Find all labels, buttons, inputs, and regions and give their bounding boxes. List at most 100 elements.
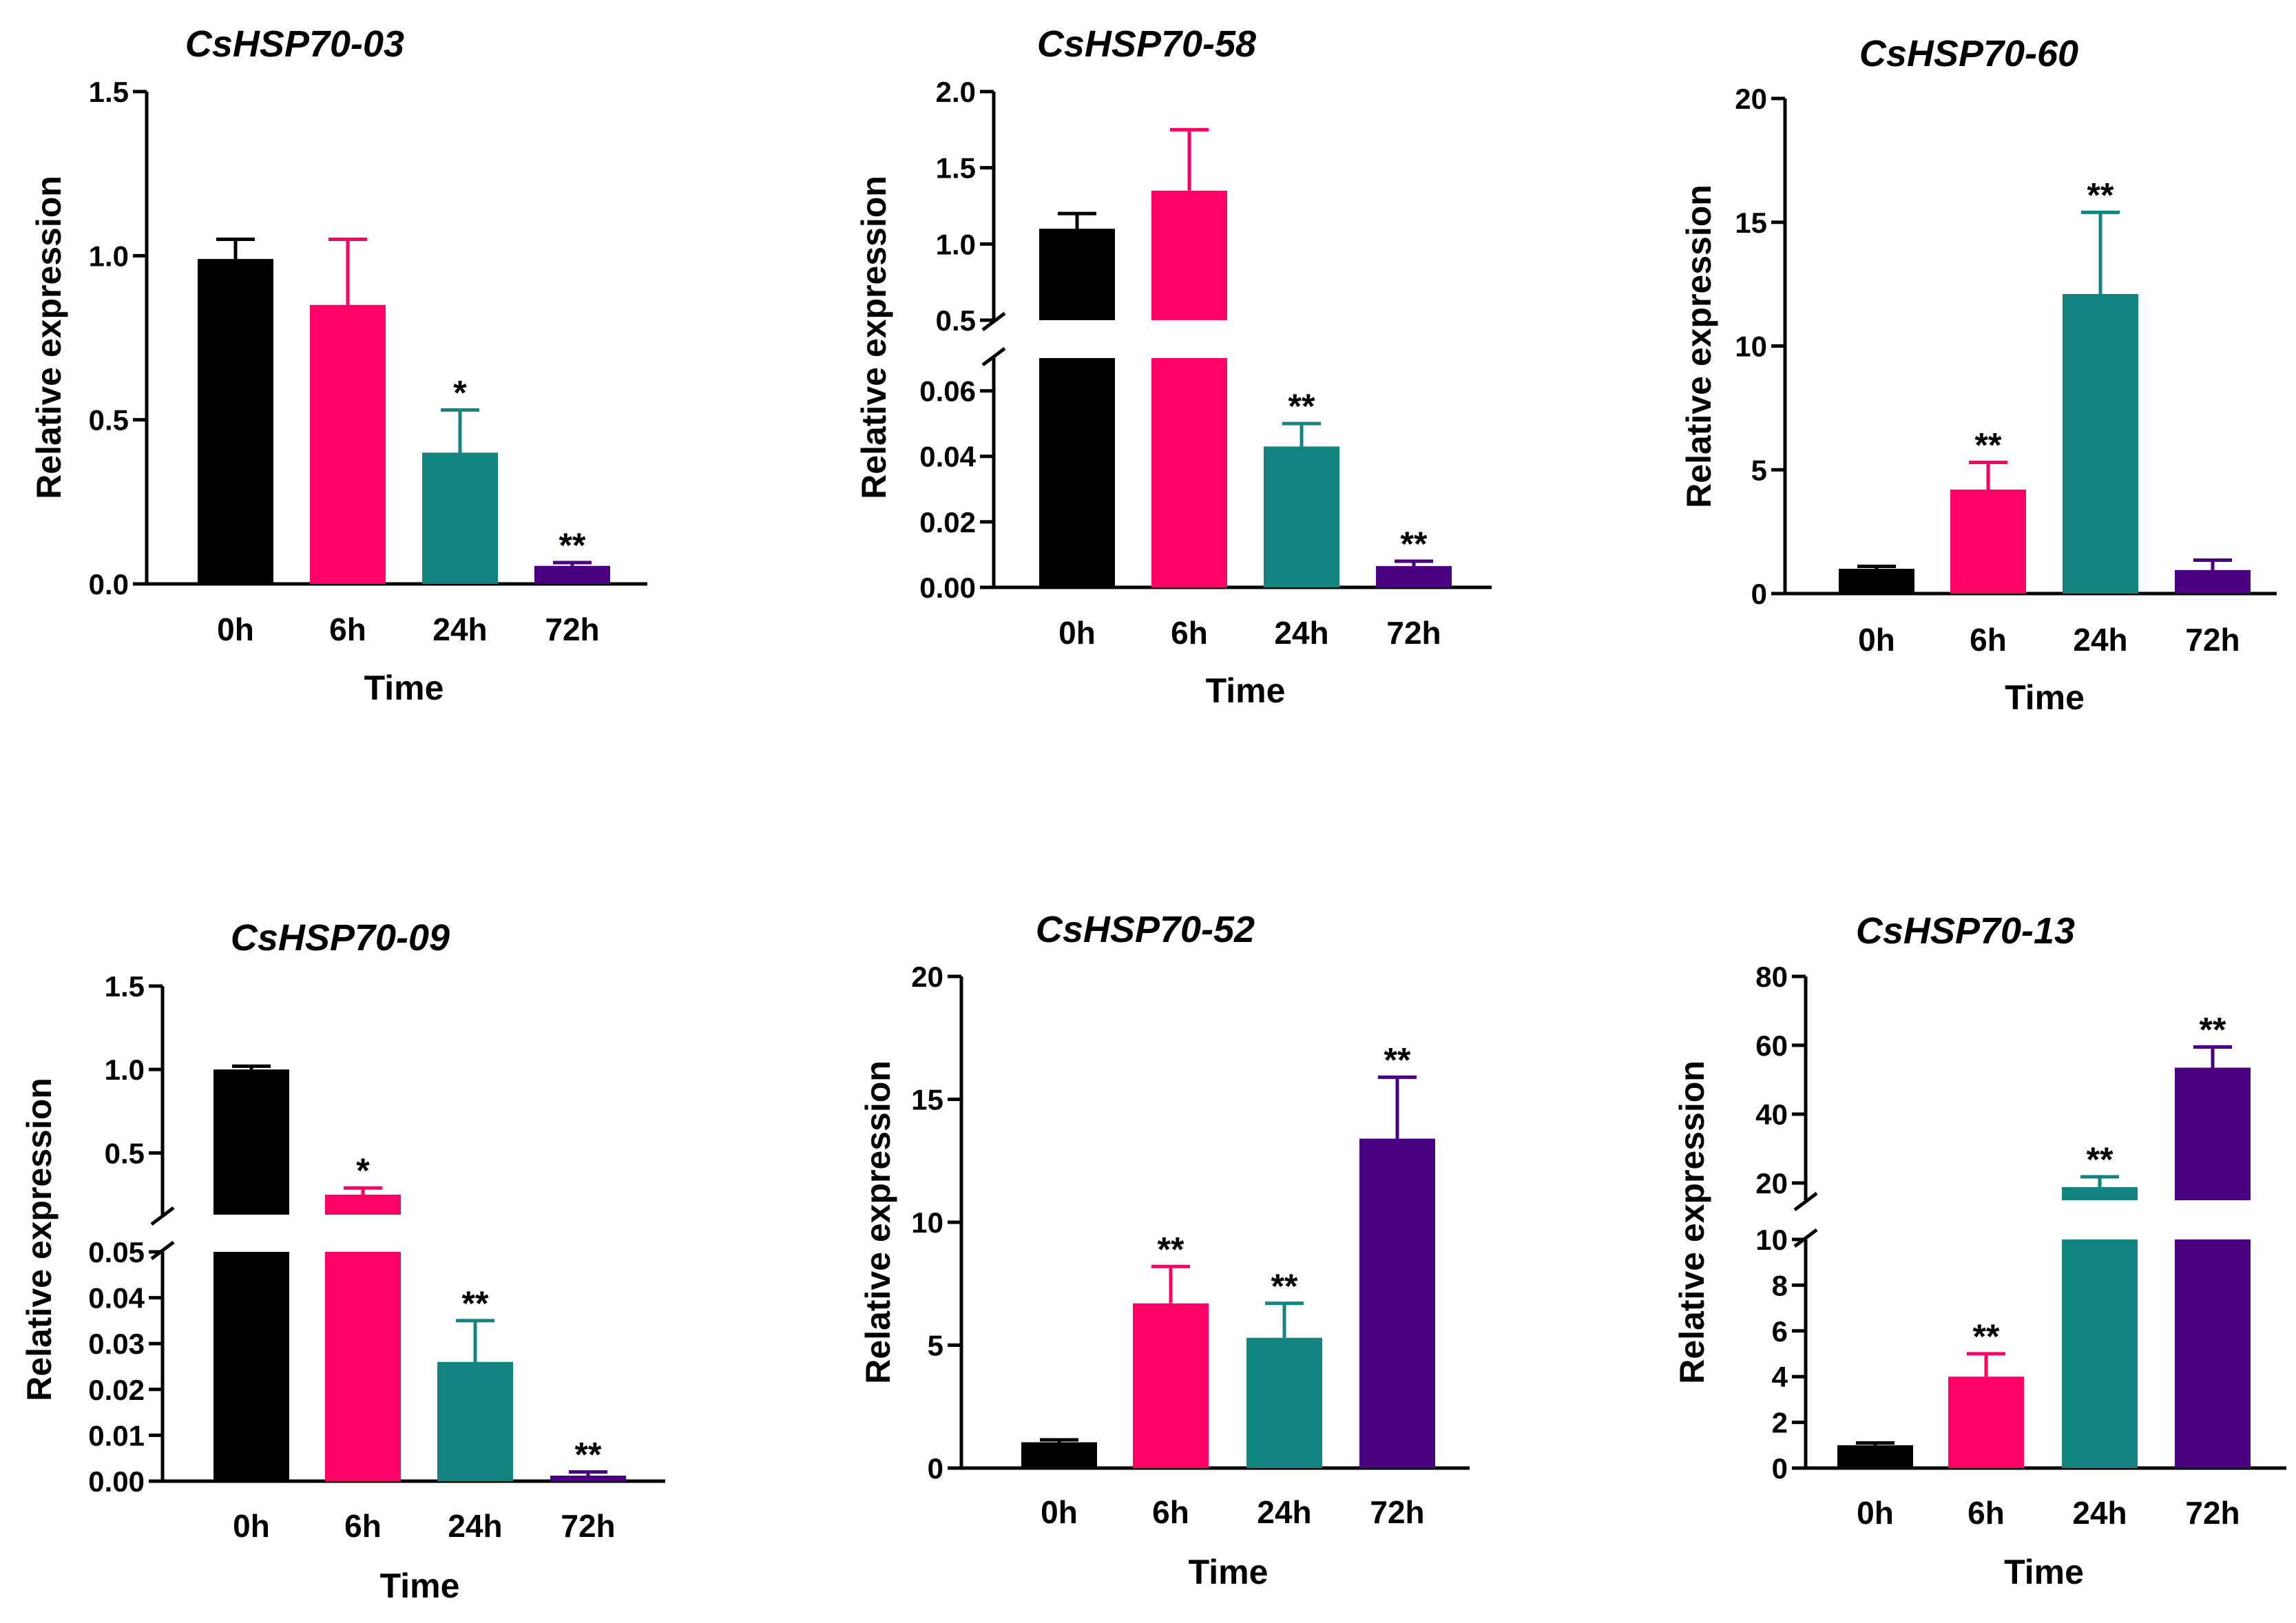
bar-6h xyxy=(325,1252,401,1481)
x-tick-label: 72h xyxy=(545,611,599,647)
significance-6h: ** xyxy=(1975,426,2002,464)
y-tick-label: 2.0 xyxy=(936,76,976,108)
y-axis-label: Relative expression xyxy=(1680,185,1718,508)
x-tick-label: 0h xyxy=(1858,622,1895,658)
chart-title: CsHSP70-58 xyxy=(1037,23,1256,65)
x-tick-label: 6h xyxy=(1152,1494,1189,1530)
y-axis-label: Relative expression xyxy=(1673,1060,1711,1384)
bar-0h xyxy=(1837,1445,1913,1468)
axis-break-mark xyxy=(1793,1192,1818,1211)
y-axis-label: Relative expression xyxy=(30,176,68,499)
bar-24h-upper xyxy=(2062,1187,2138,1200)
y-tick-label: 0.5 xyxy=(936,304,976,337)
chart-title: CsHSP70-52 xyxy=(1036,909,1255,950)
bar-0h xyxy=(1839,569,1914,594)
bar-72h xyxy=(1359,1138,1435,1468)
significance-72h: ** xyxy=(575,1436,602,1474)
x-tick-label: 24h xyxy=(432,611,487,647)
bar-6h xyxy=(310,304,386,584)
y-tick-label: 80 xyxy=(1755,961,1788,993)
x-tick-label: 0h xyxy=(1058,615,1096,651)
y-tick-label: 1.0 xyxy=(105,1054,145,1086)
x-tick-label: 24h xyxy=(2073,622,2127,658)
bar-72h xyxy=(2175,1239,2251,1468)
panel-cshsp70-60: CsHSP70-60 0 5 10 15 20 Relative expression 0h *… xyxy=(1680,33,2277,717)
y-tick-label: 0.03 xyxy=(88,1328,145,1360)
y-tick-label: 0 xyxy=(928,1452,943,1485)
chart-title: CsHSP70-60 xyxy=(1859,33,2078,74)
significance-24h: ** xyxy=(1288,387,1315,426)
y-tick-label: 1.5 xyxy=(105,970,145,1003)
x-tick-label: 72h xyxy=(1386,615,1441,651)
bar-24h xyxy=(437,1361,513,1481)
significance-24h: ** xyxy=(462,1284,489,1323)
bar-72h-upper xyxy=(2175,1067,2251,1200)
x-tick-label: 72h xyxy=(561,1508,615,1544)
y-tick-label: 15 xyxy=(1735,207,1767,239)
y-tick-label: 2 xyxy=(1772,1407,1788,1439)
panel-cshsp70-13: CsHSP70-13 0 2 4 6 8 10 20 40 60 80 Relative expres… xyxy=(1673,910,2286,1591)
significance-24h: ** xyxy=(1271,1267,1298,1306)
y-tick-label: 0 xyxy=(1772,1452,1788,1485)
bar-6h-upper xyxy=(1151,190,1227,320)
y-tick-label: 60 xyxy=(1755,1029,1788,1062)
x-axis-label: Time xyxy=(364,669,444,707)
y-tick-label: 5 xyxy=(928,1330,943,1362)
x-tick-label: 6h xyxy=(1171,615,1208,651)
y-tick-label: 20 xyxy=(1755,1167,1788,1200)
bar-24h xyxy=(422,452,498,584)
y-tick-label: 0.00 xyxy=(919,572,976,604)
bar-6h xyxy=(1948,1376,2024,1468)
bar-72h xyxy=(534,565,610,584)
y-tick-label: 0 xyxy=(1751,578,1767,610)
y-tick-label: 15 xyxy=(911,1084,943,1116)
y-tick-label: 10 xyxy=(1755,1224,1788,1256)
bar-24h xyxy=(1264,446,1339,587)
panel-cshsp70-58: CsHSP70-58 0.00 0.02 0.04 0.06 0.5 1.0 1.5 2.0 Re… xyxy=(855,23,1492,710)
y-tick-label: 0.05 xyxy=(88,1236,145,1268)
y-tick-label: 10 xyxy=(911,1206,943,1239)
significance-24h: ** xyxy=(2087,1140,2114,1179)
y-axis-label: Relative expression xyxy=(20,1078,59,1401)
chart-title: CsHSP70-03 xyxy=(185,23,404,65)
bar-0h xyxy=(213,1252,289,1481)
panel-cshsp70-03: CsHSP70-03 0.0 0.5 1.0 1.5 Relative expressio… xyxy=(30,23,647,707)
y-tick-label: 5 xyxy=(1751,454,1767,486)
y-tick-label: 0.0 xyxy=(89,568,129,600)
y-tick-label: 0.04 xyxy=(919,441,976,473)
x-axis-label: Time xyxy=(380,1567,460,1605)
x-tick-label: 0h xyxy=(217,611,254,647)
x-tick-label: 24h xyxy=(1257,1494,1311,1530)
y-tick-label: 0.5 xyxy=(89,404,129,437)
bar-0h xyxy=(1039,358,1115,587)
x-tick-label: 72h xyxy=(2185,622,2240,658)
y-tick-label: 0.02 xyxy=(88,1374,145,1406)
y-tick-label: 6 xyxy=(1772,1315,1788,1348)
y-tick-label: 0.5 xyxy=(105,1137,145,1169)
y-tick-label: 8 xyxy=(1772,1269,1788,1301)
bar-72h xyxy=(550,1476,626,1481)
bar-0h-upper xyxy=(1039,229,1115,320)
y-axis-label: Relative expression xyxy=(859,1060,897,1384)
significance-72h: ** xyxy=(2200,1011,2226,1049)
y-tick-label: 1.5 xyxy=(936,152,976,185)
y-tick-label: 1.0 xyxy=(936,228,976,260)
bar-24h xyxy=(2063,294,2138,594)
bar-0h-upper xyxy=(213,1069,289,1215)
significance-72h: ** xyxy=(1384,1040,1411,1079)
x-tick-label: 6h xyxy=(1968,1495,2005,1531)
x-tick-label: 72h xyxy=(1370,1494,1424,1530)
bar-6h xyxy=(1151,358,1227,587)
panel-cshsp70-09: CsHSP70-09 0.00 0.01 0.02 0.03 0.04 0.05 0.5 1.0… xyxy=(20,917,665,1605)
x-axis-label: Time xyxy=(2005,678,2085,717)
bar-72h xyxy=(2175,569,2251,594)
chart-title: CsHSP70-13 xyxy=(1856,910,2075,952)
bar-0h xyxy=(198,259,273,584)
x-tick-label: 0h xyxy=(1857,1495,1894,1531)
bar-72h xyxy=(1376,566,1452,587)
x-tick-label: 0h xyxy=(1041,1494,1078,1530)
x-axis-label: Time xyxy=(1206,671,1286,710)
y-tick-label: 0.01 xyxy=(88,1419,145,1452)
x-tick-label: 6h xyxy=(1970,622,2007,658)
x-axis-label: Time xyxy=(1189,1553,1269,1591)
